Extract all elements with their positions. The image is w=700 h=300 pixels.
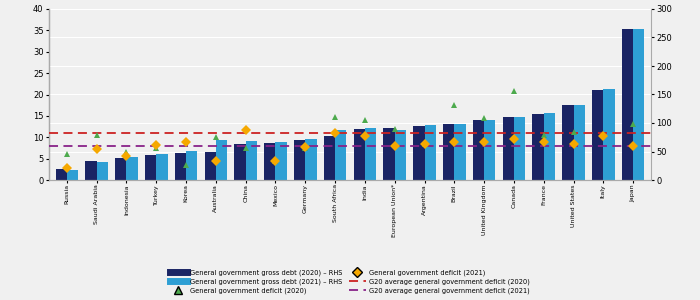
Bar — [305, 139, 316, 180]
Bar — [603, 89, 615, 180]
Bar — [294, 140, 305, 180]
Bar — [216, 140, 228, 180]
Bar — [424, 125, 436, 180]
Bar — [127, 157, 138, 180]
Bar — [544, 113, 555, 180]
Bar — [354, 129, 365, 180]
Bar — [562, 105, 573, 180]
Bar — [484, 120, 496, 180]
Bar — [186, 151, 197, 180]
Bar — [85, 161, 97, 180]
Bar — [116, 158, 127, 180]
Bar — [633, 29, 645, 180]
Bar — [97, 162, 108, 180]
Bar — [454, 124, 466, 180]
Bar — [175, 153, 186, 180]
Bar — [622, 29, 633, 180]
Bar — [234, 144, 246, 180]
Bar — [324, 136, 335, 180]
Bar — [503, 117, 514, 180]
Bar — [573, 105, 584, 180]
Bar — [145, 155, 156, 180]
Bar — [67, 170, 78, 180]
Bar — [443, 124, 454, 180]
Bar — [473, 120, 484, 180]
Bar — [365, 128, 376, 180]
Bar — [246, 141, 257, 180]
Bar — [395, 130, 406, 180]
Bar — [156, 154, 167, 180]
Bar — [514, 117, 525, 180]
Bar — [384, 128, 395, 180]
Bar — [276, 142, 287, 180]
Bar — [413, 126, 424, 180]
Bar — [335, 130, 346, 180]
Bar — [204, 152, 216, 180]
Bar — [592, 90, 603, 180]
Bar — [55, 169, 67, 180]
Bar — [264, 143, 276, 180]
Bar — [533, 114, 544, 180]
Legend: General government gross debt (2020) – RHS, General government gross debt (2021): General government gross debt (2020) – R… — [167, 266, 533, 297]
